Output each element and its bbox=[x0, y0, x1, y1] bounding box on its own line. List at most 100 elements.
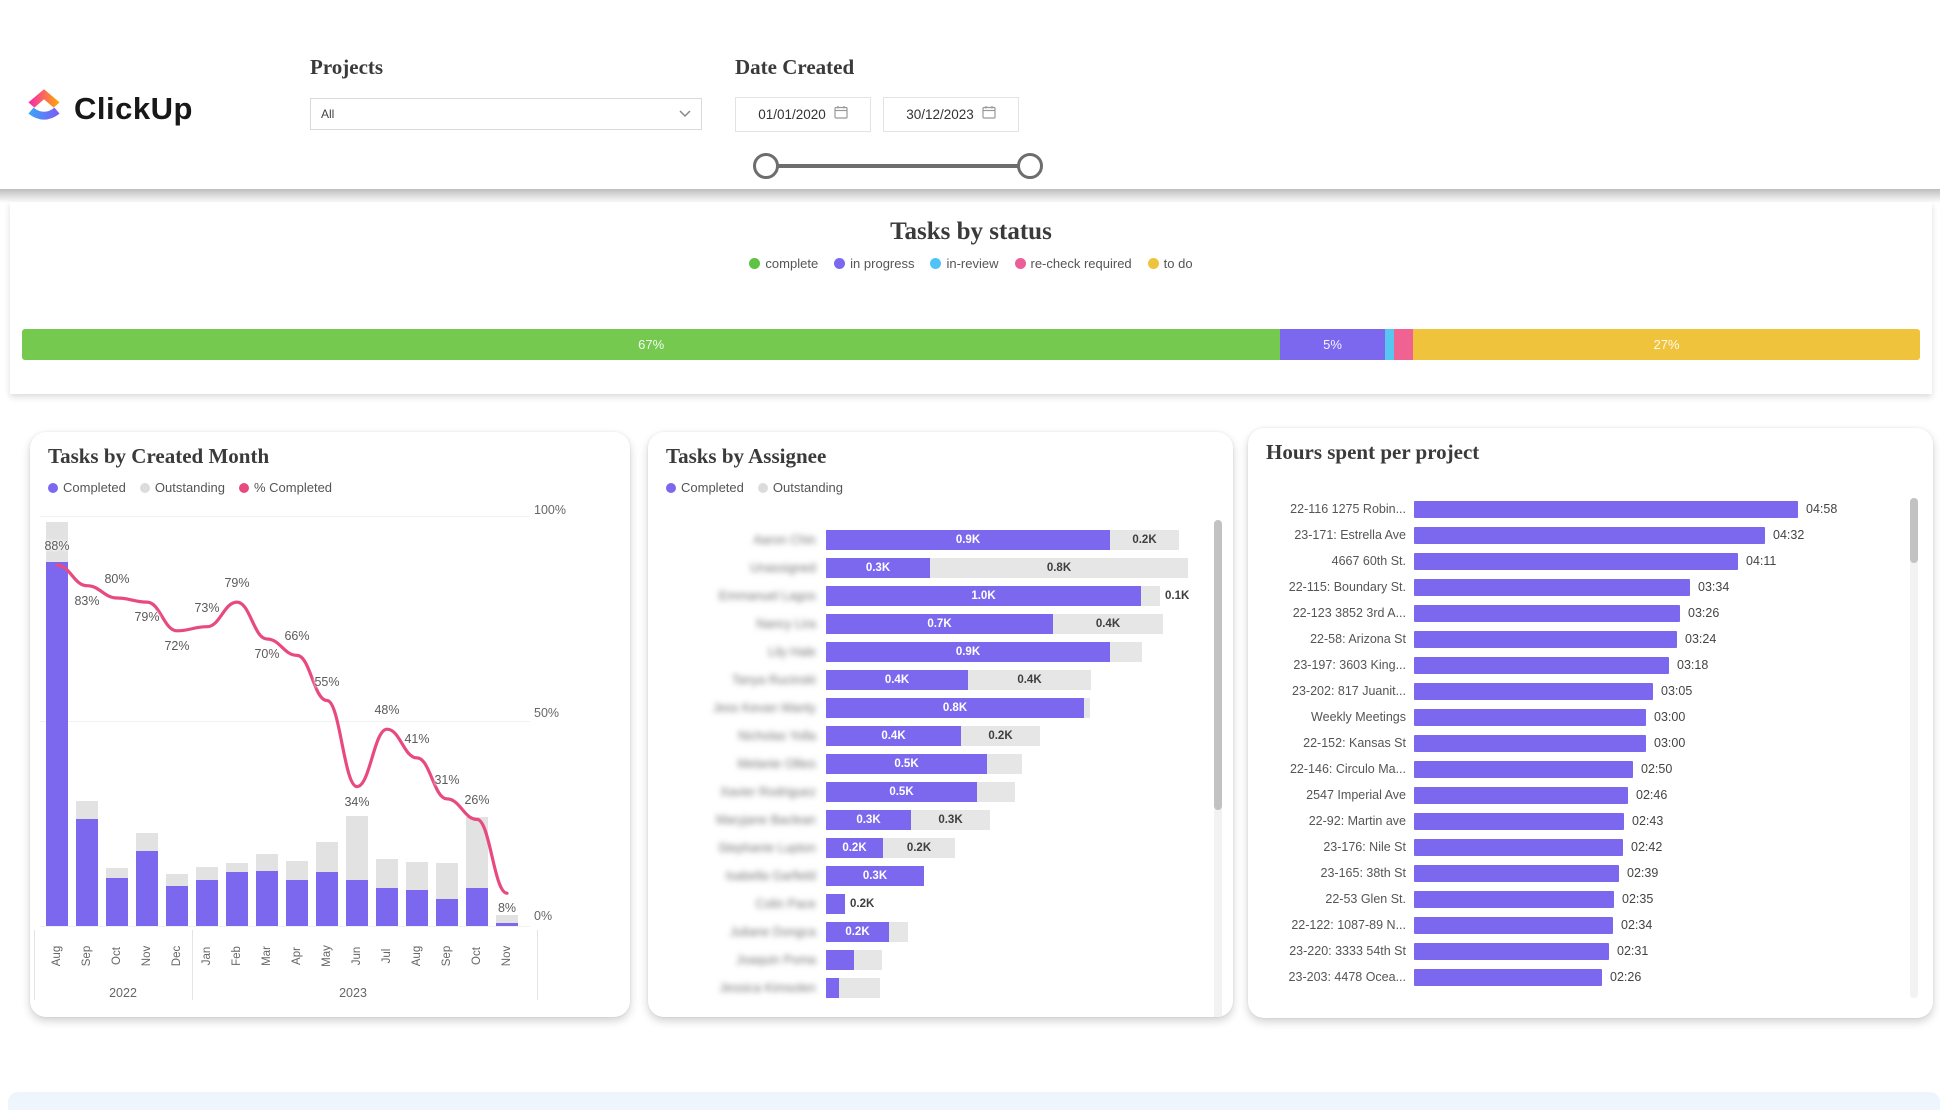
bar-completed[interactable] bbox=[166, 886, 188, 926]
legend-item[interactable]: re-check required bbox=[1014, 256, 1132, 271]
legend-item[interactable]: to do bbox=[1147, 256, 1193, 271]
bar-completed[interactable] bbox=[826, 978, 839, 998]
bar-completed[interactable] bbox=[436, 898, 458, 926]
hours-bar[interactable] bbox=[1414, 812, 1624, 830]
status-segment[interactable] bbox=[1394, 329, 1414, 360]
bar-completed[interactable]: 0.8K bbox=[826, 698, 1084, 718]
bar-completed[interactable]: 0.3K bbox=[826, 558, 930, 578]
status-segment[interactable]: 5% bbox=[1280, 329, 1385, 360]
bar-completed[interactable] bbox=[76, 819, 98, 926]
bar-outstanding[interactable] bbox=[76, 800, 98, 820]
hours-bar[interactable] bbox=[1414, 942, 1609, 960]
bar-outstanding[interactable] bbox=[466, 816, 488, 889]
status-segment[interactable] bbox=[1384, 329, 1395, 360]
bar-completed[interactable] bbox=[136, 850, 158, 926]
bar-completed[interactable] bbox=[316, 871, 338, 926]
legend-item[interactable]: Outstanding bbox=[139, 480, 225, 495]
date-range-slider[interactable] bbox=[753, 150, 1043, 182]
bar-outstanding[interactable]: 0.8K bbox=[930, 558, 1188, 578]
hours-bar[interactable] bbox=[1414, 734, 1646, 752]
bar-outstanding[interactable]: 0.2K bbox=[1110, 530, 1179, 550]
bar-completed[interactable] bbox=[226, 871, 248, 926]
status-segment[interactable]: 27% bbox=[1413, 329, 1920, 360]
bar-completed[interactable]: 0.9K bbox=[826, 642, 1110, 662]
hours-bar[interactable] bbox=[1414, 552, 1738, 570]
bar-outstanding[interactable] bbox=[839, 978, 880, 998]
bar-outstanding[interactable] bbox=[1084, 698, 1090, 718]
slider-handle-end[interactable] bbox=[1017, 153, 1043, 179]
hours-bar[interactable] bbox=[1414, 786, 1628, 804]
bar-completed[interactable] bbox=[196, 880, 218, 926]
bar-completed[interactable] bbox=[496, 922, 518, 926]
bar-outstanding[interactable]: 0.2K bbox=[883, 838, 955, 858]
bar-completed[interactable]: 0.9K bbox=[826, 530, 1110, 550]
bar-completed[interactable]: 1.0K bbox=[826, 586, 1141, 606]
hours-bar[interactable] bbox=[1414, 682, 1653, 700]
hours-bar[interactable] bbox=[1414, 630, 1677, 648]
bar-completed[interactable]: 0.3K bbox=[826, 866, 924, 886]
bar-outstanding[interactable] bbox=[196, 866, 218, 881]
bar-completed[interactable] bbox=[376, 888, 398, 926]
bar-completed[interactable]: 0.2K bbox=[826, 838, 883, 858]
bar-outstanding[interactable] bbox=[106, 867, 128, 879]
bar-outstanding[interactable]: 0.3K bbox=[911, 810, 990, 830]
bar-outstanding[interactable] bbox=[987, 754, 1022, 774]
bar-completed[interactable]: 0.5K bbox=[826, 754, 987, 774]
bar-completed[interactable] bbox=[466, 888, 488, 926]
bar-completed[interactable] bbox=[346, 880, 368, 926]
bar-completed[interactable] bbox=[106, 878, 128, 926]
bar-outstanding[interactable] bbox=[316, 841, 338, 872]
legend-item[interactable]: % Completed bbox=[238, 480, 332, 495]
bar-outstanding[interactable] bbox=[977, 782, 1015, 802]
hours-bar[interactable] bbox=[1414, 916, 1613, 934]
bar-completed[interactable]: 0.7K bbox=[826, 614, 1053, 634]
hours-bar[interactable] bbox=[1414, 760, 1633, 778]
bar-outstanding[interactable] bbox=[376, 858, 398, 889]
bar-completed[interactable]: 0.4K bbox=[826, 670, 968, 690]
bar-completed[interactable] bbox=[256, 871, 278, 926]
bar-outstanding[interactable] bbox=[496, 915, 518, 923]
bar-outstanding[interactable] bbox=[136, 833, 158, 851]
bar-completed[interactable] bbox=[46, 561, 68, 926]
bar-completed[interactable]: 0.4K bbox=[826, 726, 961, 746]
hours-bar[interactable] bbox=[1414, 708, 1646, 726]
hours-bar[interactable] bbox=[1414, 864, 1619, 882]
bar-completed[interactable] bbox=[826, 950, 854, 970]
assignee-scrollbar-thumb[interactable] bbox=[1214, 520, 1222, 810]
bar-outstanding[interactable] bbox=[166, 873, 188, 887]
legend-item[interactable]: in-review bbox=[930, 256, 999, 271]
bar-outstanding[interactable] bbox=[406, 862, 428, 890]
bar-outstanding[interactable] bbox=[1110, 642, 1142, 662]
bar-completed[interactable]: 0.3K bbox=[826, 810, 911, 830]
legend-item[interactable]: in progress bbox=[834, 256, 914, 271]
bar-completed[interactable]: 0.2K bbox=[826, 922, 889, 942]
hours-bar[interactable] bbox=[1414, 604, 1680, 622]
hours-bar[interactable] bbox=[1414, 656, 1669, 674]
bar-outstanding[interactable] bbox=[436, 862, 458, 899]
slider-handle-start[interactable] bbox=[753, 153, 779, 179]
bar-outstanding[interactable]: 0.2K bbox=[961, 726, 1040, 746]
legend-item[interactable]: complete bbox=[749, 256, 818, 271]
bar-outstanding[interactable] bbox=[46, 522, 68, 562]
bar-outstanding[interactable] bbox=[256, 853, 278, 872]
date-to-field[interactable]: 30/12/2023 bbox=[883, 97, 1019, 132]
calendar-icon[interactable] bbox=[982, 105, 996, 124]
bar-completed[interactable] bbox=[826, 894, 845, 914]
date-from-field[interactable]: 01/01/2020 bbox=[735, 97, 871, 132]
hours-bar[interactable] bbox=[1414, 500, 1798, 518]
bar-outstanding[interactable]: 0.4K bbox=[968, 670, 1091, 690]
hours-bar[interactable] bbox=[1414, 526, 1765, 544]
bar-outstanding[interactable] bbox=[226, 862, 248, 872]
bar-outstanding[interactable] bbox=[1141, 586, 1160, 606]
status-segment[interactable]: 67% bbox=[22, 329, 1281, 360]
legend-item[interactable]: Outstanding bbox=[757, 480, 843, 495]
hours-scrollbar-thumb[interactable] bbox=[1910, 498, 1918, 563]
bar-outstanding[interactable] bbox=[854, 950, 882, 970]
hours-bar[interactable] bbox=[1414, 578, 1690, 596]
legend-item[interactable]: Completed bbox=[666, 480, 744, 495]
projects-dropdown[interactable]: All bbox=[310, 98, 702, 130]
bar-completed[interactable]: 0.5K bbox=[826, 782, 977, 802]
calendar-icon[interactable] bbox=[834, 105, 848, 124]
hours-bar[interactable] bbox=[1414, 890, 1614, 908]
bar-completed[interactable] bbox=[286, 880, 308, 926]
